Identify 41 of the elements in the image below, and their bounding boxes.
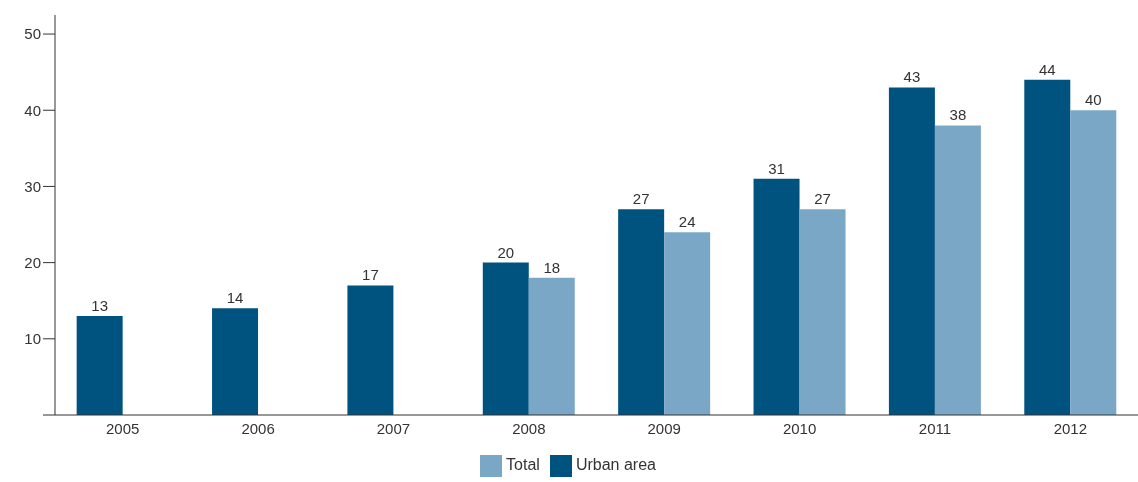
data-label: 20 [497, 243, 515, 261]
bar [1024, 79, 1071, 415]
x-tick-label: 2005 [106, 419, 140, 437]
data-label: 38 [949, 106, 967, 124]
bar [528, 277, 575, 415]
legend-label: Urban area [575, 456, 656, 474]
data-label: 44 [1038, 60, 1056, 78]
bar [664, 232, 711, 415]
bar [799, 209, 846, 415]
data-label: 43 [903, 68, 921, 86]
bar [1070, 110, 1117, 415]
bar [934, 125, 981, 415]
bar [482, 262, 529, 415]
bar [347, 285, 394, 415]
data-label: 24 [678, 213, 696, 231]
data-label: 18 [543, 258, 561, 276]
data-label: 27 [814, 190, 831, 208]
data-label: 17 [362, 266, 379, 284]
data-label: 13 [91, 296, 108, 314]
bar [888, 87, 935, 415]
data-label: 14 [226, 289, 244, 307]
x-tick-label: 2011 [918, 419, 952, 437]
x-tick-label: 2010 [782, 419, 817, 437]
y-tick-label: 10 [24, 330, 41, 348]
bar [753, 178, 800, 415]
x-tick-label: 2007 [376, 419, 411, 437]
x-tick-label: 2012 [1053, 419, 1087, 437]
legend-label: Total [506, 456, 540, 474]
y-tick-label: 30 [24, 177, 41, 195]
data-label: 27 [632, 190, 650, 208]
bar [76, 315, 123, 415]
bar [212, 308, 259, 415]
y-tick-label: 50 [24, 25, 41, 43]
y-tick-label: 20 [24, 253, 41, 271]
x-tick-label: 2008 [512, 419, 546, 437]
data-label: 40 [1084, 91, 1102, 109]
x-tick-label: 2006 [241, 419, 275, 437]
x-tick-label: 2009 [647, 419, 681, 437]
bar [618, 209, 665, 415]
y-tick-label: 40 [24, 101, 41, 119]
data-label: 31 [768, 159, 785, 177]
